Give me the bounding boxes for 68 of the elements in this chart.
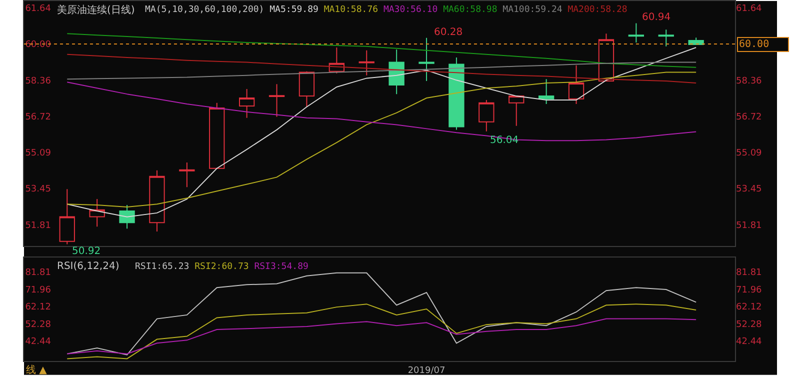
y-tick-label: 56.72 (25, 112, 51, 122)
line-series (66, 304, 697, 360)
annotation: 60.28 (434, 27, 463, 38)
text: 线 ▲ (26, 364, 48, 376)
candlestick (568, 64, 584, 104)
text: RSI3:54.89 (254, 262, 308, 272)
candlestick (538, 78, 554, 104)
line-series (66, 62, 697, 80)
candlestick (209, 102, 225, 169)
line-series (66, 318, 697, 354)
x-tick-label: 2019/07 (408, 366, 446, 376)
y-tick-label: 51.81 (25, 220, 51, 231)
text: MA100:59.24 (502, 5, 562, 15)
y-tick-label: 61.64 (25, 4, 52, 14)
text: MA200:58.28 (568, 5, 628, 15)
chart-title: 美原油连续(日线) (57, 4, 135, 16)
text: MA5:59.89 (270, 5, 318, 15)
y-tick-label: 42.44 (25, 337, 52, 348)
candlestick (298, 70, 315, 108)
ref-line-label: 60.00 (739, 39, 770, 50)
annotation: 60.94 (642, 12, 671, 23)
text: 50.92 (72, 246, 101, 257)
y2-tick-label: 56.72 (736, 112, 762, 122)
candlestick (358, 50, 374, 76)
annotation: 56.04 (490, 135, 519, 146)
y-tick-label: 53.45 (25, 184, 51, 195)
chart-title: RSI(6,12,24) (57, 261, 120, 272)
y2-tick-label: 55.09 (736, 148, 762, 158)
text: RSI1:65.23 (135, 262, 190, 272)
y2-tick-label: 51.81 (736, 220, 762, 231)
text: MA10:58.76 (324, 5, 378, 15)
candlestick (478, 100, 494, 132)
text: MA60:58.98 (443, 5, 498, 15)
chart-subtitle: MA(5,10,30,60,100,200) (145, 5, 264, 15)
candlestick (448, 56, 464, 130)
candlestick (508, 96, 524, 126)
y2-tick-label: 53.45 (736, 184, 762, 195)
y2-tick-label: 71.96 (736, 285, 762, 296)
candlestick (268, 84, 285, 118)
y-tick-label: 71.96 (25, 285, 52, 296)
y-tick-label: 62.12 (25, 302, 51, 313)
candlestick (418, 37, 434, 82)
line-series (66, 54, 697, 84)
candlestick (238, 88, 255, 118)
candlestick (388, 49, 404, 95)
text: RSI2:60.73 (194, 262, 249, 272)
y2-tick-label: 42.44 (736, 337, 762, 348)
y-tick-label: 58.36 (25, 76, 52, 86)
candlestick (179, 162, 195, 188)
candlestick (628, 22, 644, 43)
text: MA30:56.10 (383, 5, 438, 15)
line-series (66, 82, 697, 142)
y-tick-label: 52.28 (25, 320, 52, 330)
line-series (66, 72, 697, 208)
y2-tick-label: 81.81 (736, 268, 762, 278)
y2-tick-label: 61.64 (736, 4, 762, 14)
y-tick-label: 55.09 (25, 148, 52, 158)
y2-tick-label: 52.28 (736, 320, 762, 330)
y2-tick-label: 58.36 (736, 76, 762, 86)
candlestick (59, 188, 75, 245)
line-series (66, 47, 697, 218)
candlestick (598, 33, 614, 82)
candlestick (119, 204, 135, 230)
candlestick (658, 29, 674, 47)
candlestick (149, 170, 165, 232)
y2-tick-label: 62.12 (736, 302, 762, 313)
line-series (66, 272, 697, 356)
y-tick-label: 81.81 (25, 268, 51, 278)
